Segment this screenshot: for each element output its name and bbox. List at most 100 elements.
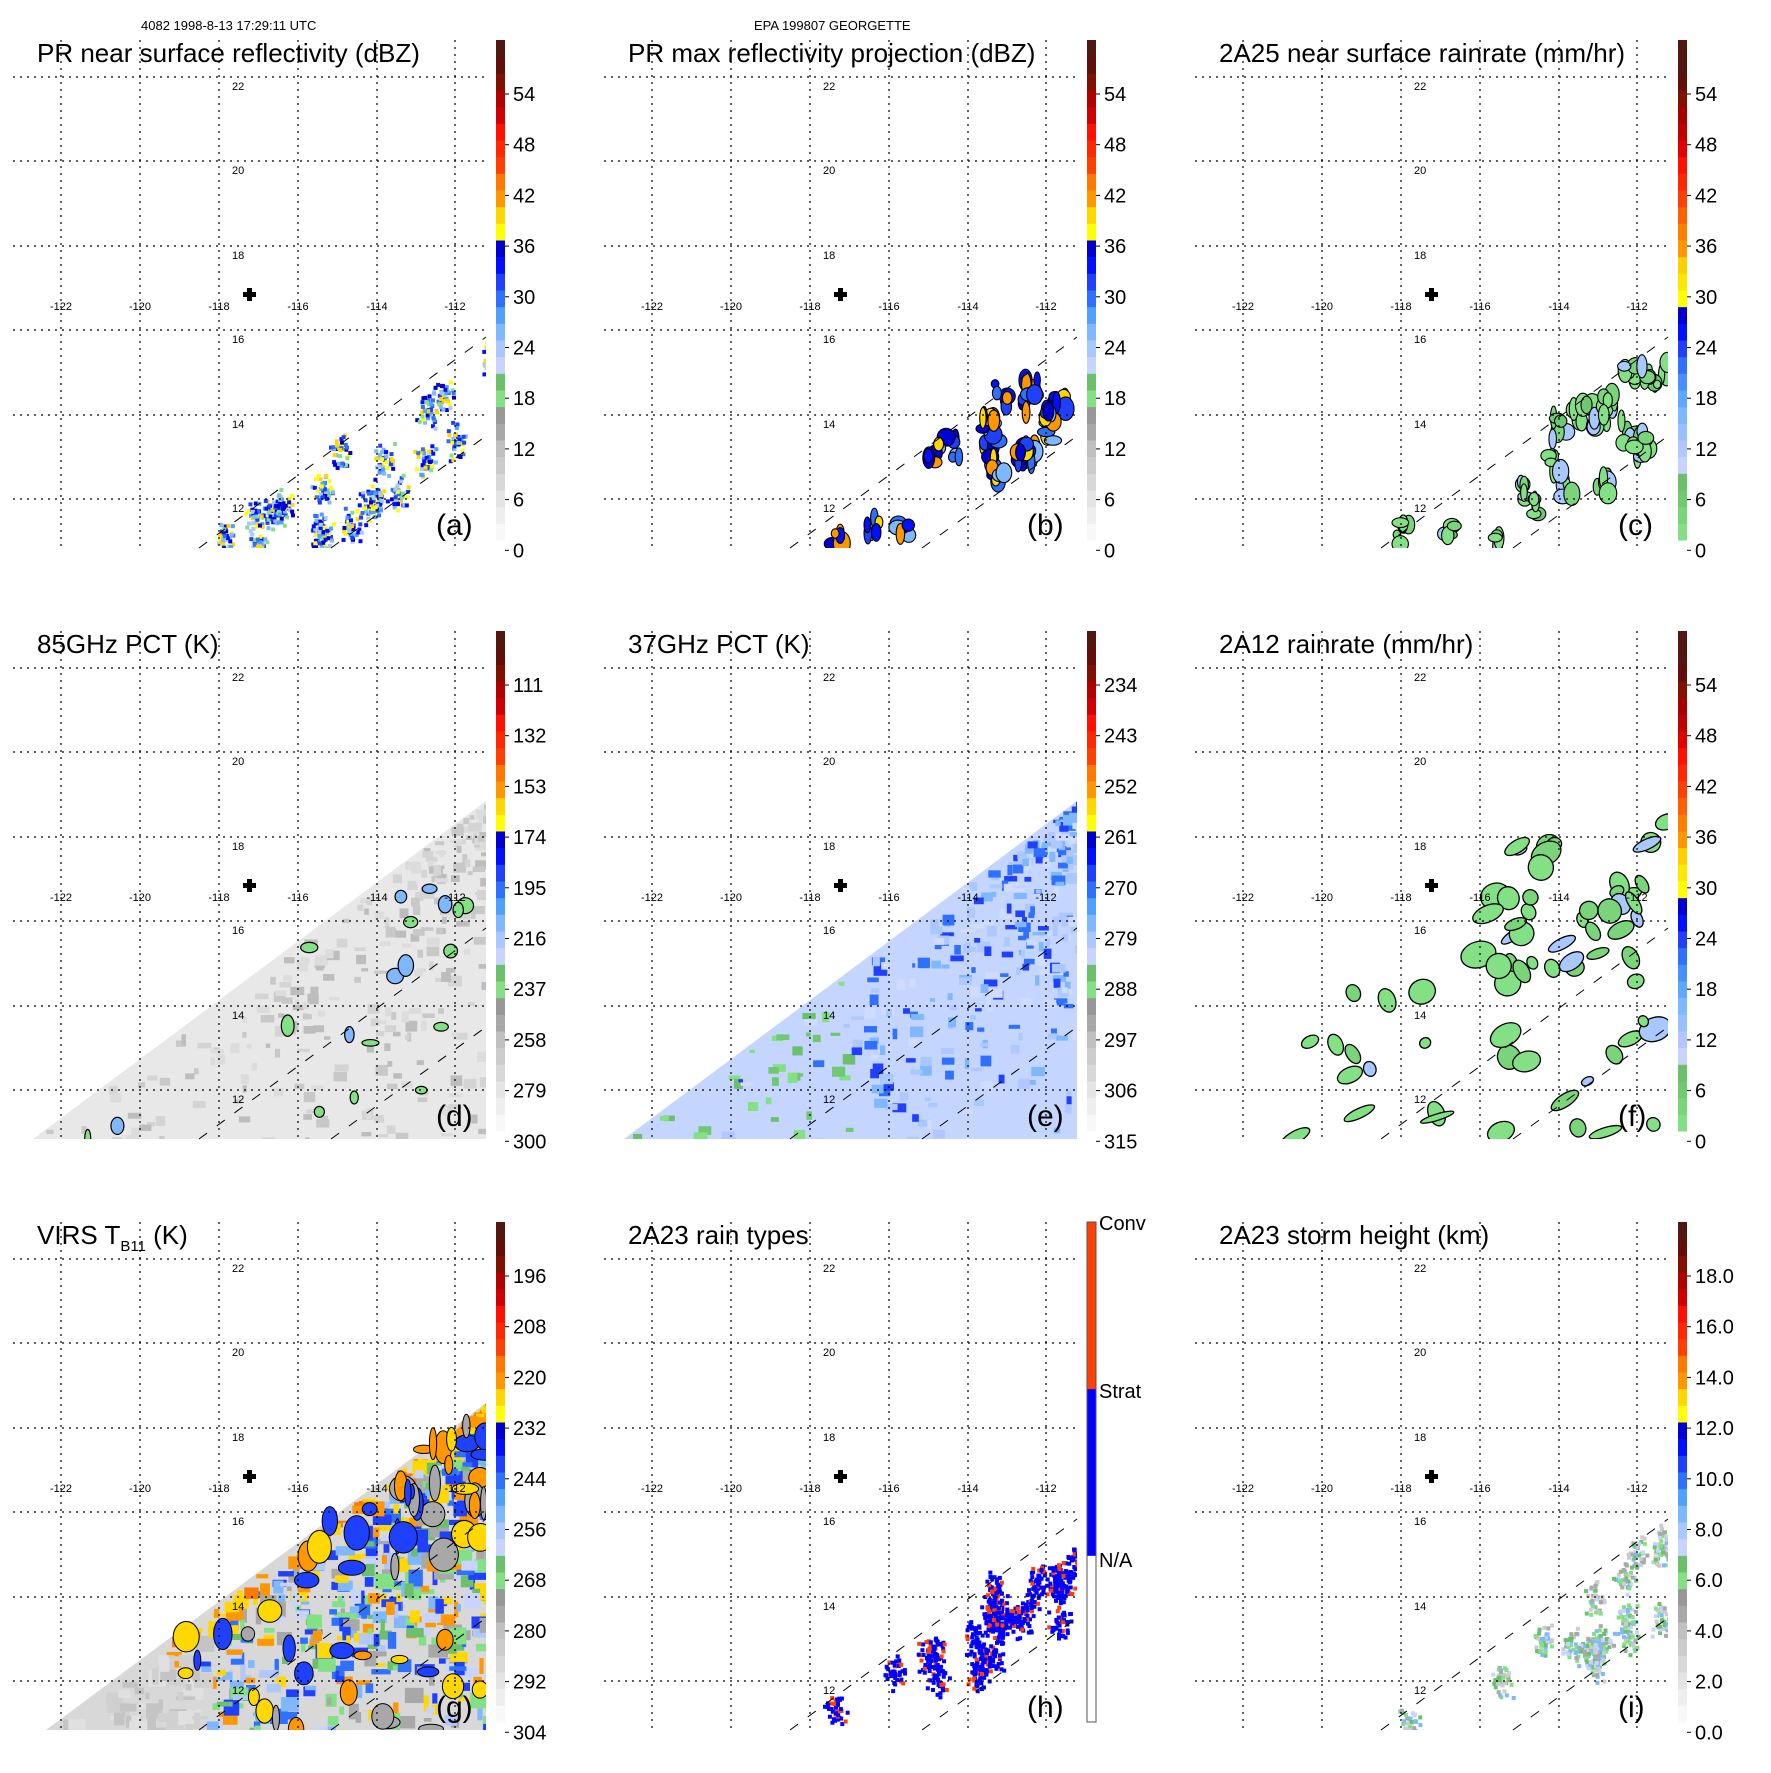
colorbar-label: 256 bbox=[513, 1520, 546, 1542]
latitude-label: 22 bbox=[823, 81, 835, 93]
radar-pixel bbox=[1585, 1612, 1589, 1616]
contour-blob bbox=[1149, 362, 1161, 386]
radar-pixel bbox=[317, 529, 321, 533]
radar-pixel bbox=[982, 1642, 986, 1646]
radar-pixel bbox=[386, 466, 390, 470]
contour-blob bbox=[1549, 429, 1557, 449]
colorbar-swatch bbox=[496, 173, 505, 190]
contour-blob bbox=[1618, 410, 1625, 432]
radar-pixel bbox=[358, 522, 362, 526]
field-cell bbox=[1066, 1091, 1072, 1095]
field-cell bbox=[379, 1134, 389, 1137]
latitude-label: 18 bbox=[232, 841, 244, 853]
radar-pixel bbox=[1072, 1547, 1076, 1551]
radar-pixel bbox=[1661, 1550, 1665, 1554]
radar-pixel bbox=[275, 504, 279, 508]
field-cell bbox=[918, 958, 930, 969]
radar-pixel bbox=[508, 352, 512, 356]
field-cell bbox=[940, 932, 953, 936]
radar-pixel bbox=[532, 381, 536, 385]
rain-blob bbox=[1342, 1042, 1364, 1067]
contour-blob bbox=[1138, 355, 1150, 367]
field-cell bbox=[1018, 936, 1026, 940]
field-cell bbox=[303, 1014, 312, 1019]
field-cell bbox=[1068, 922, 1076, 927]
field-cell bbox=[486, 1405, 495, 1420]
rain-blob bbox=[1335, 1063, 1365, 1088]
field-cell bbox=[159, 1699, 163, 1710]
field-cell bbox=[207, 1721, 220, 1729]
colorbar-swatch bbox=[496, 457, 505, 474]
contour-blob bbox=[1638, 431, 1654, 444]
radar-pixel bbox=[421, 400, 425, 404]
field-cell bbox=[485, 1458, 498, 1473]
colorbar-swatch bbox=[496, 1705, 505, 1722]
field-cell bbox=[145, 1693, 149, 1699]
field-cell bbox=[1022, 859, 1029, 866]
contour-blob bbox=[419, 1724, 444, 1733]
radar-pixel bbox=[1097, 1537, 1101, 1541]
colorbar-swatch bbox=[1678, 407, 1687, 424]
radar-pixel bbox=[1021, 1609, 1025, 1613]
field-cell bbox=[385, 1007, 391, 1016]
radar-pixel bbox=[1412, 1726, 1416, 1730]
radar-pixel bbox=[543, 388, 547, 392]
latitude-label: 22 bbox=[823, 1263, 835, 1275]
longitude-label: -118 bbox=[1390, 301, 1411, 313]
longitude-label: -112 bbox=[1626, 301, 1647, 313]
radar-pixel bbox=[1622, 1605, 1626, 1609]
field-cell bbox=[971, 967, 975, 973]
field-cell bbox=[464, 949, 470, 955]
field-cell bbox=[881, 962, 888, 970]
radar-pixel bbox=[482, 372, 486, 376]
contour-blob bbox=[1488, 533, 1502, 542]
storm-center-cross-icon bbox=[243, 1470, 256, 1483]
radar-pixel bbox=[532, 381, 536, 385]
radar-pixel bbox=[417, 455, 421, 459]
radar-pixel bbox=[1004, 1626, 1008, 1630]
radar-pixel bbox=[525, 331, 529, 335]
field-cell bbox=[421, 1021, 427, 1031]
radar-pixel bbox=[381, 468, 385, 472]
radar-pixel bbox=[570, 361, 574, 365]
field-cell bbox=[159, 1136, 164, 1146]
radar-pixel bbox=[255, 556, 259, 560]
field-cell bbox=[256, 1574, 268, 1578]
radar-pixel bbox=[574, 361, 578, 365]
colorbar-swatch bbox=[1087, 781, 1096, 798]
radar-pixel bbox=[364, 523, 368, 527]
field-cell bbox=[377, 1541, 388, 1544]
radar-pixel bbox=[995, 1581, 999, 1585]
colorbar-swatch bbox=[1087, 1114, 1096, 1131]
radar-pixel bbox=[491, 363, 495, 367]
radar-pixel bbox=[537, 339, 541, 343]
field-cell bbox=[295, 1084, 305, 1089]
latitude-label: 20 bbox=[823, 756, 835, 768]
radar-pixel bbox=[267, 526, 271, 530]
colorbar-swatch bbox=[1678, 881, 1687, 898]
radar-pixel bbox=[446, 439, 450, 443]
contour-blob bbox=[1753, 339, 1762, 352]
radar-pixel bbox=[1690, 1589, 1694, 1593]
colorbar-label: Strat bbox=[1099, 1381, 1142, 1403]
field-cell bbox=[802, 1013, 815, 1019]
longitude-label: -118 bbox=[799, 301, 820, 313]
radar-pixel bbox=[530, 383, 534, 387]
field-cell bbox=[446, 968, 455, 973]
longitude-label: -112 bbox=[444, 892, 465, 904]
longitude-label: -114 bbox=[366, 1483, 387, 1495]
radar-pixel bbox=[1410, 1720, 1414, 1724]
radar-pixel bbox=[1651, 1635, 1655, 1639]
longitude-label: -116 bbox=[287, 301, 308, 313]
field-cell bbox=[1075, 945, 1079, 953]
radar-pixel bbox=[538, 398, 542, 402]
colorbar-swatch bbox=[496, 423, 505, 440]
radar-pixel bbox=[320, 484, 324, 488]
field-cell bbox=[407, 862, 420, 870]
radar-pixel bbox=[1696, 1607, 1700, 1611]
field-cell bbox=[406, 1628, 424, 1637]
field-cell bbox=[279, 982, 291, 988]
field-cell bbox=[1055, 882, 1064, 886]
longitude-label: -112 bbox=[1035, 301, 1056, 313]
radar-pixel bbox=[1004, 1618, 1008, 1622]
